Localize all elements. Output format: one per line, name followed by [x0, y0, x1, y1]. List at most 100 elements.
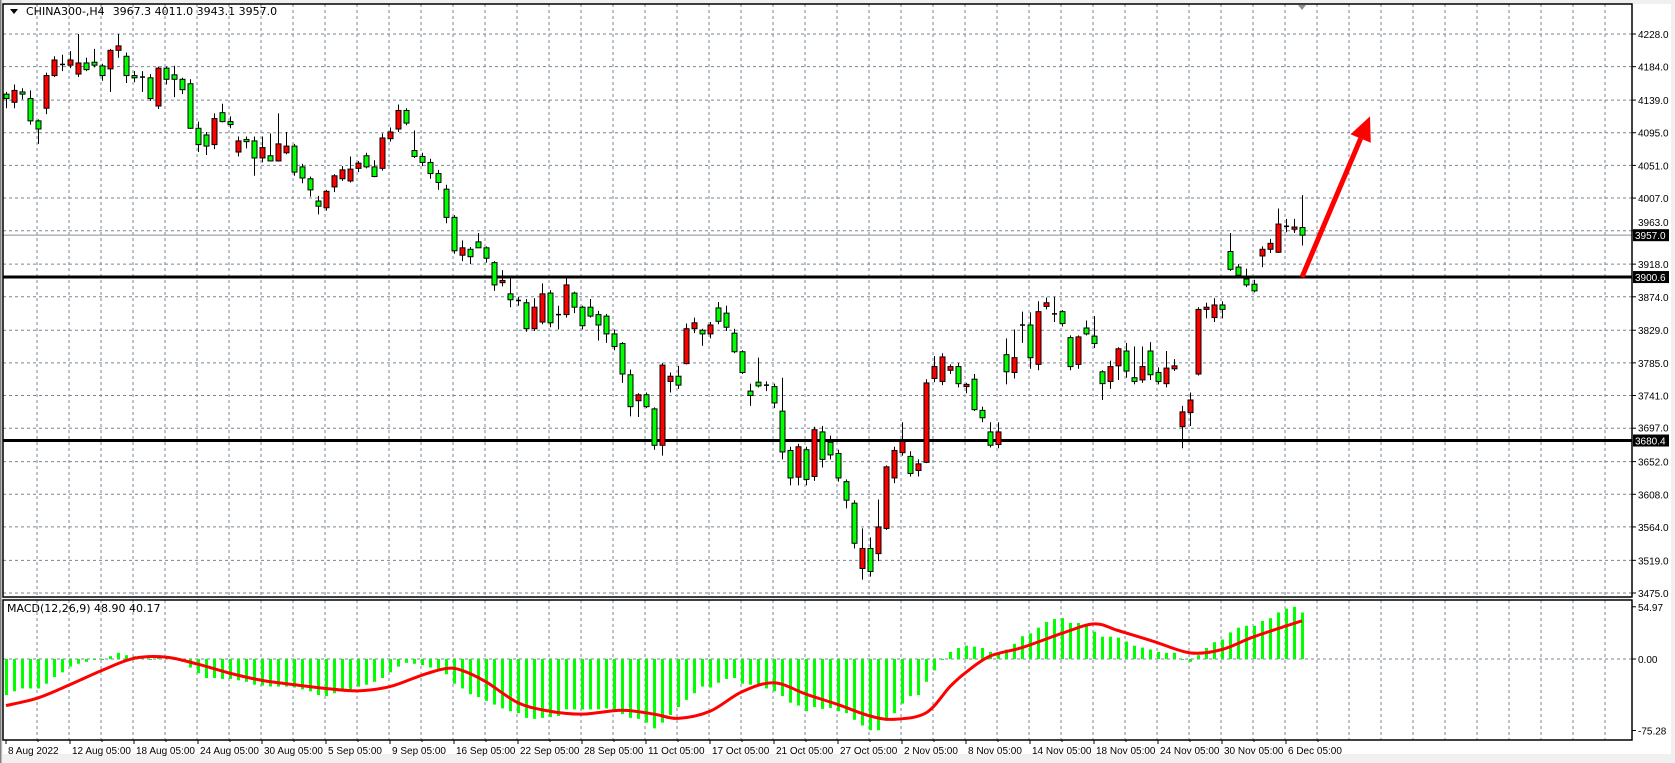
candle-body: [931, 366, 938, 379]
candle: [67, 51, 74, 69]
level-price-label: 3900.6: [1635, 273, 1666, 284]
candle-body: [923, 382, 930, 463]
candle: [971, 374, 978, 412]
macd-histogram-bar: [421, 659, 424, 666]
macd-histogram-bar: [109, 656, 112, 659]
candle: [203, 131, 210, 156]
chart-shift-marker-icon: [1298, 5, 1306, 10]
candle: [955, 362, 962, 388]
candle: [435, 169, 442, 190]
macd-histogram-bar: [701, 659, 704, 687]
time-tick-label: 30 Aug 05:00: [264, 746, 323, 757]
macd-histogram-bar: [485, 659, 488, 701]
macd-histogram-bar: [197, 659, 200, 674]
candle: [1195, 307, 1202, 376]
macd-histogram-bar: [941, 659, 944, 660]
candle: [1299, 195, 1306, 246]
time-tick-label: 5 Sep 05:00: [328, 746, 382, 757]
time-tick-label: 2 Nov 05:00: [904, 746, 958, 757]
candle-body: [1059, 311, 1066, 325]
current-price-label: 3957.0: [1635, 231, 1666, 242]
candle: [579, 305, 586, 330]
price-tick-label: 3652.0: [1638, 458, 1669, 469]
candle: [291, 143, 298, 176]
time-tick-label: 8 Nov 05:00: [968, 746, 1022, 757]
candle: [1083, 320, 1090, 336]
macd-histogram-bar: [349, 659, 352, 690]
candle: [75, 34, 82, 78]
time-tick-label: 22 Sep 05:00: [520, 746, 580, 757]
candle: [1291, 218, 1298, 233]
price-tick-label: 4095.0: [1638, 129, 1669, 140]
current-price-label-box: [1633, 229, 1669, 242]
candle-body: [1259, 248, 1266, 257]
candle-body: [1027, 324, 1034, 359]
candle-body: [499, 279, 506, 284]
macd-histogram-bar: [1093, 631, 1096, 659]
candle-body: [275, 143, 282, 162]
candle-body: [691, 322, 698, 330]
candle-body: [155, 67, 162, 107]
candle: [51, 56, 58, 78]
candle-body: [867, 547, 874, 572]
macd-histogram-bar: [629, 659, 632, 718]
candle: [283, 131, 290, 155]
macd-histogram-bar: [1253, 625, 1256, 659]
candle-body: [443, 188, 450, 218]
candle-body: [491, 262, 498, 286]
macd-histogram-bar: [5, 659, 8, 696]
macd-histogram-bar: [1157, 651, 1160, 659]
candle-body: [179, 78, 186, 91]
candle: [923, 379, 930, 464]
macd-histogram-bar: [725, 659, 728, 679]
candle-body: [1291, 226, 1298, 230]
candle-body: [635, 394, 642, 402]
macd-histogram-bar: [741, 659, 744, 684]
candle: [539, 283, 546, 325]
macd-histogram-bar: [1125, 641, 1128, 659]
candle-body: [283, 145, 290, 154]
macd-histogram-bar: [77, 659, 80, 664]
candle-body: [1203, 306, 1210, 310]
candle-body: [467, 248, 474, 258]
macd-histogram-bar: [501, 659, 504, 709]
candle: [531, 298, 538, 331]
macd-histogram-bar: [373, 659, 376, 682]
price-tick-label: 4139.0: [1638, 96, 1669, 107]
time-tick-label: 12 Aug 05:00: [72, 746, 131, 757]
candle: [1075, 335, 1082, 369]
candle: [1251, 279, 1258, 293]
candle: [659, 362, 666, 456]
macd-histogram-bar: [1189, 659, 1192, 662]
macd-histogram-bar: [1269, 618, 1272, 659]
dropdown-triangle-icon[interactable]: [10, 9, 18, 14]
macd-histogram-bar: [845, 659, 848, 714]
candle: [523, 299, 530, 332]
macd-histogram-bar: [461, 659, 464, 689]
candle-body: [803, 449, 810, 480]
candle-body: [523, 302, 530, 330]
time-tick-label: 18 Aug 05:00: [136, 746, 195, 757]
candle: [764, 381, 769, 392]
price-tick-label: 4184.0: [1638, 63, 1669, 74]
candle: [707, 322, 714, 339]
candle: [1147, 342, 1154, 380]
candle: [1284, 218, 1289, 233]
candle-body: [75, 62, 82, 75]
candle: [1243, 268, 1250, 288]
macd-histogram-bar: [621, 659, 624, 715]
time-tick-label: 6 Dec 05:00: [1288, 746, 1342, 757]
macd-tick-label: 54.97: [1638, 603, 1663, 614]
macd-histogram-bar: [1173, 652, 1176, 659]
candle-body: [851, 502, 858, 544]
macd-histogram-bar: [1149, 649, 1152, 659]
macd-histogram-bar: [309, 659, 312, 692]
macd-tick-label: -75.28: [1638, 727, 1667, 738]
candle: [19, 88, 26, 100]
macd-histogram-bar: [885, 659, 888, 721]
candle-body: [51, 59, 58, 77]
price-pane-border: [2, 3, 1633, 598]
candle: [803, 446, 810, 486]
macd-histogram-bar: [1285, 608, 1288, 659]
